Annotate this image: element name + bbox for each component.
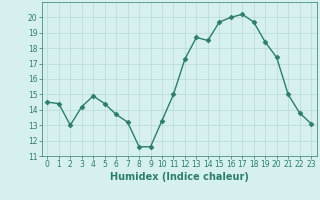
X-axis label: Humidex (Indice chaleur): Humidex (Indice chaleur): [110, 172, 249, 182]
